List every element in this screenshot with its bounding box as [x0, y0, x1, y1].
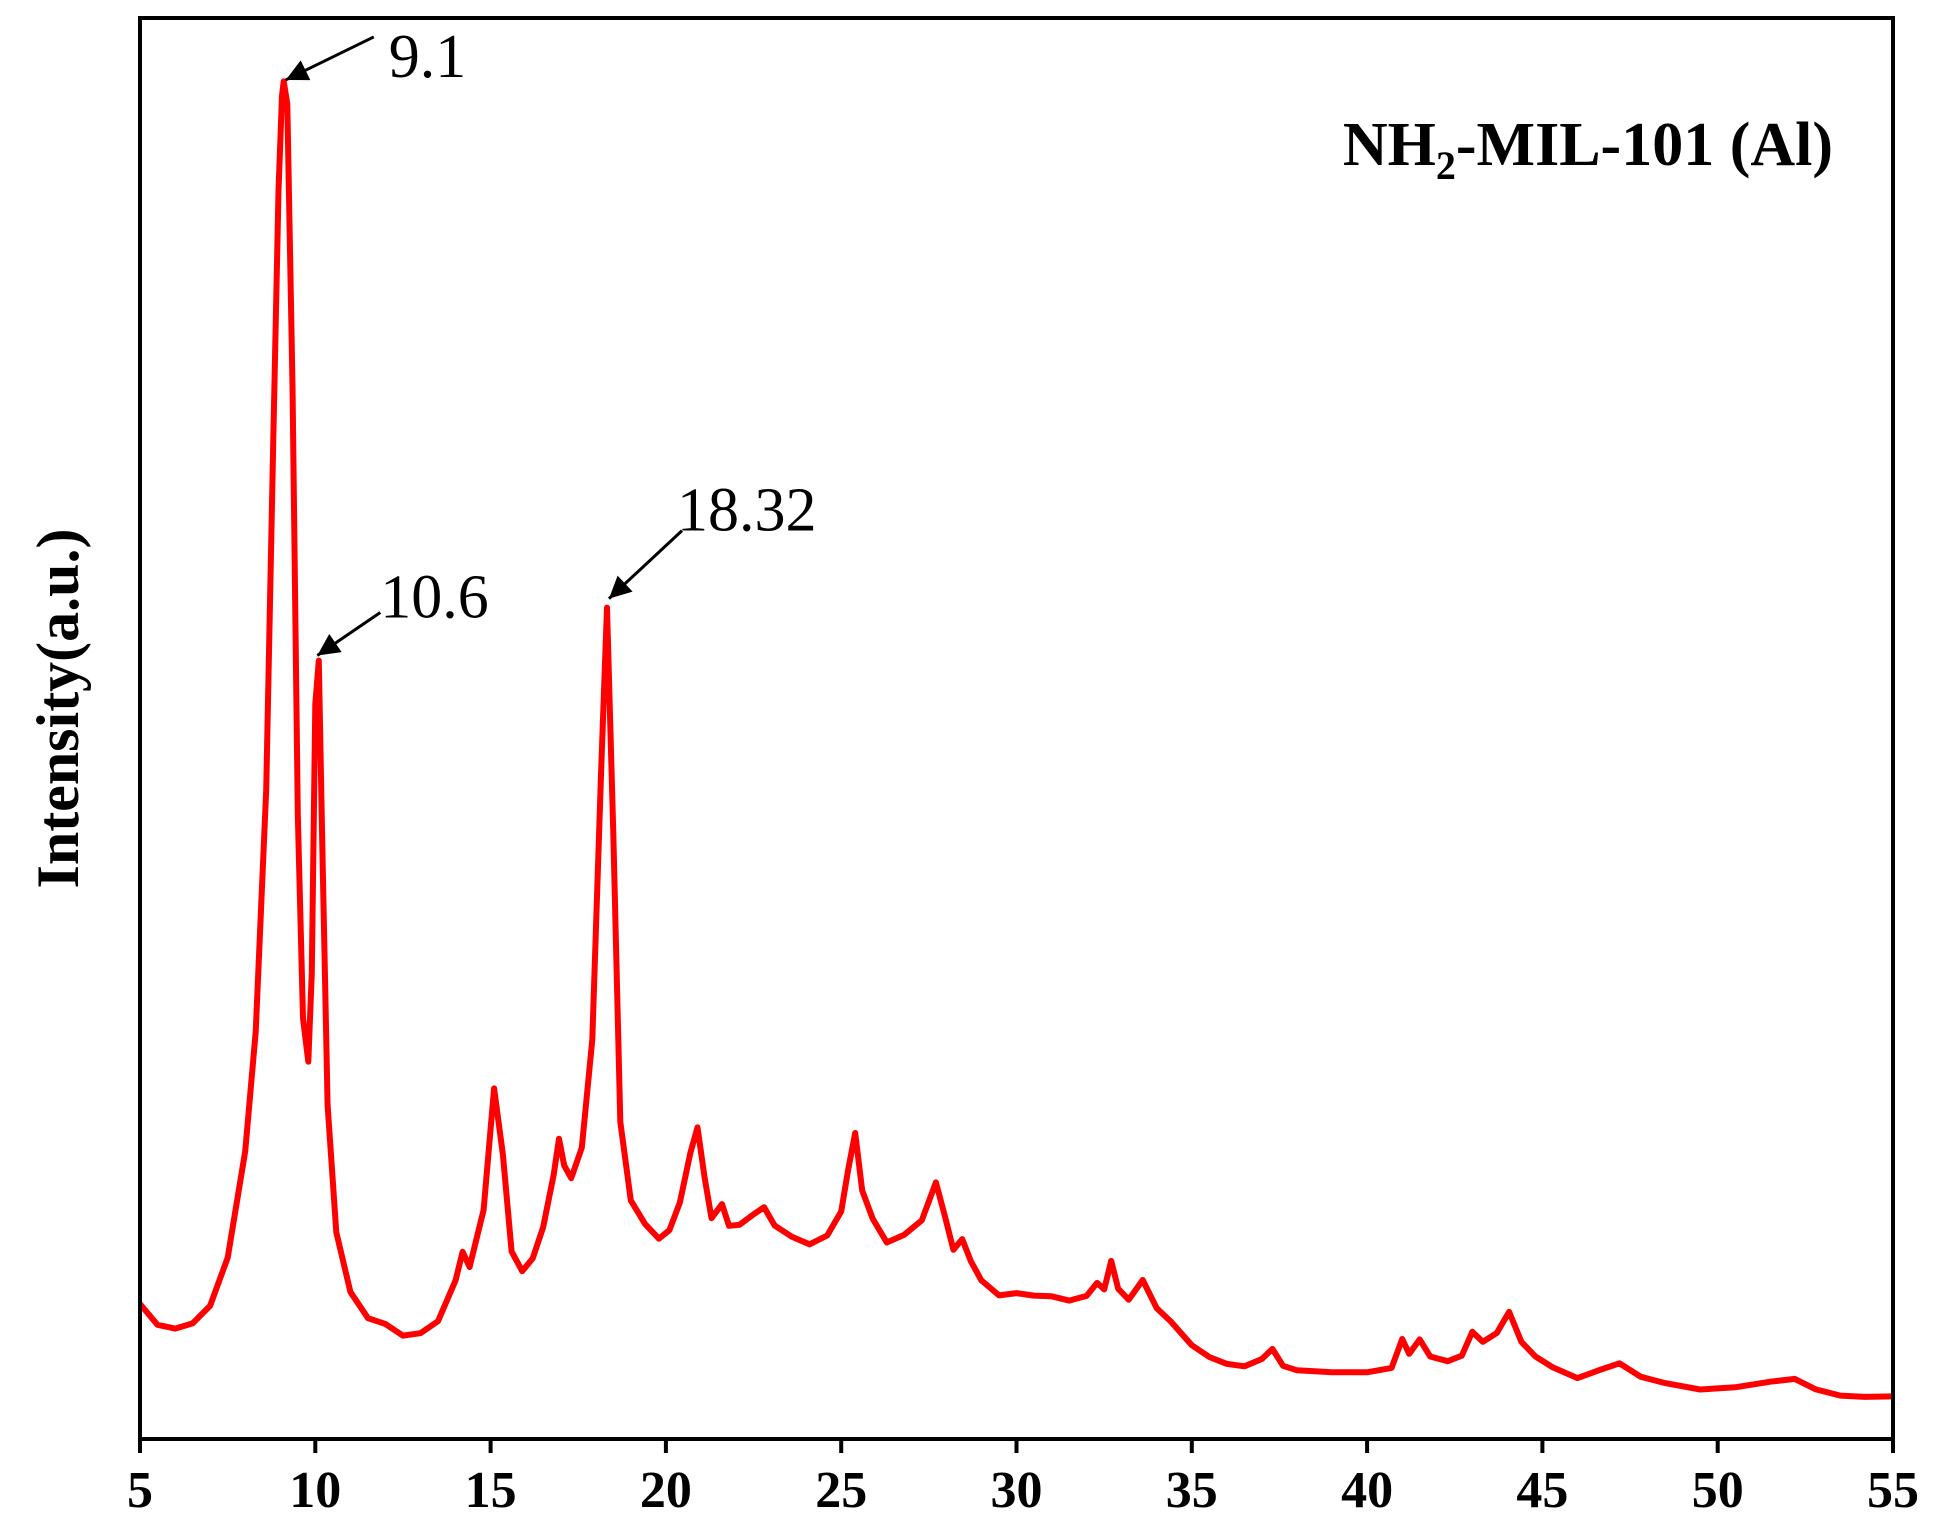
x-tick-label: 35: [1166, 1462, 1218, 1519]
peak-arrow: [316, 611, 382, 657]
x-tick-label: 50: [1692, 1462, 1744, 1519]
peak-label: 9.1: [389, 23, 467, 91]
plot-frame: [138, 16, 1895, 1441]
chart-title: NH2-MIL-101 (Al): [1343, 111, 1833, 188]
x-tick-label: 45: [1516, 1462, 1568, 1519]
series-layer: [137, 78, 1894, 1400]
x-axis: 5 10 15 20 25 30 35 40 45 50 55: [127, 1439, 1919, 1519]
title-main: NH: [1343, 111, 1436, 179]
x-tick-label: 10: [289, 1462, 341, 1519]
xrd-series-line: [137, 78, 1894, 1400]
x-tick-label: 15: [465, 1462, 517, 1519]
x-tick-label: 25: [815, 1462, 867, 1519]
peak-arrow: [607, 529, 684, 600]
x-tick-label: 55: [1867, 1462, 1919, 1519]
x-tick-label: 40: [1341, 1462, 1393, 1519]
x-tick-label: 30: [991, 1462, 1043, 1519]
title-subscript: 2: [1436, 143, 1456, 188]
peak-arrow: [285, 35, 375, 82]
y-axis-label: Intensity(a.u.): [25, 528, 91, 888]
peak-label: 18.32: [677, 477, 817, 545]
peak-annotations: 9.1 10.6 18.32: [285, 23, 817, 657]
x-tick-label: 5: [127, 1462, 153, 1519]
x-tick-label: 20: [640, 1462, 692, 1519]
title-rest: -MIL-101 (Al): [1456, 111, 1833, 179]
peak-label: 10.6: [380, 563, 489, 631]
